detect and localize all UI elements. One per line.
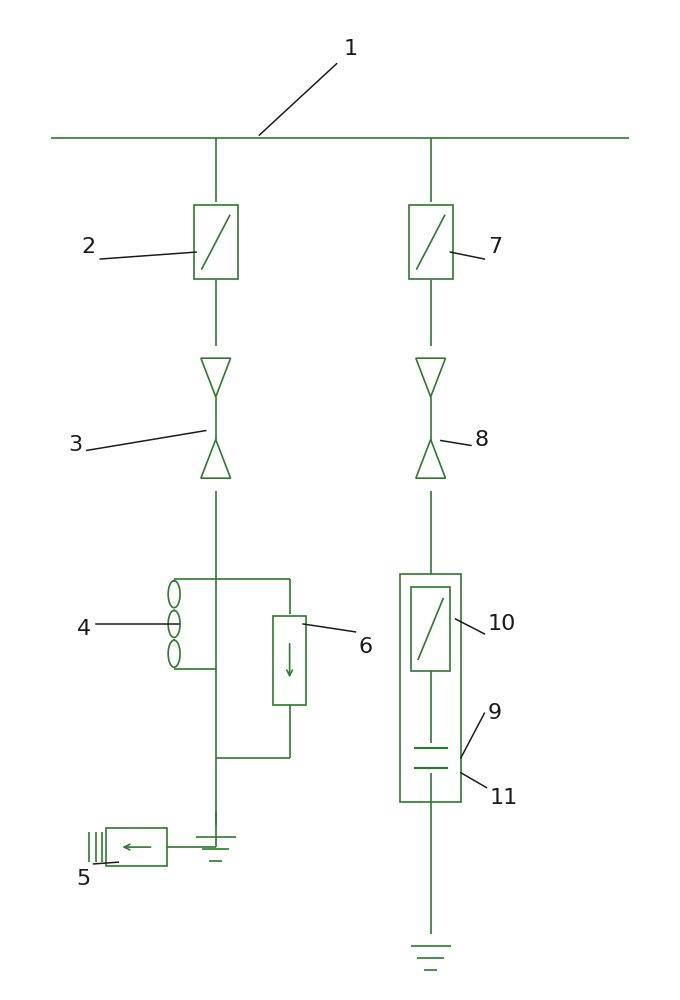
Text: 1: 1 xyxy=(343,39,358,59)
Text: 6: 6 xyxy=(359,637,373,657)
Text: 7: 7 xyxy=(488,237,502,257)
Text: 8: 8 xyxy=(475,430,488,450)
Text: 10: 10 xyxy=(488,614,516,634)
Bar xyxy=(194,205,237,279)
Text: 9: 9 xyxy=(488,703,502,723)
Bar xyxy=(409,205,452,279)
Text: 11: 11 xyxy=(490,788,518,808)
Text: 3: 3 xyxy=(68,435,82,455)
Text: 5: 5 xyxy=(77,869,91,889)
Bar xyxy=(106,828,167,866)
Bar xyxy=(273,616,307,705)
Bar xyxy=(411,587,450,671)
Bar xyxy=(401,574,461,802)
Text: 2: 2 xyxy=(82,237,95,257)
Text: 4: 4 xyxy=(77,619,91,639)
